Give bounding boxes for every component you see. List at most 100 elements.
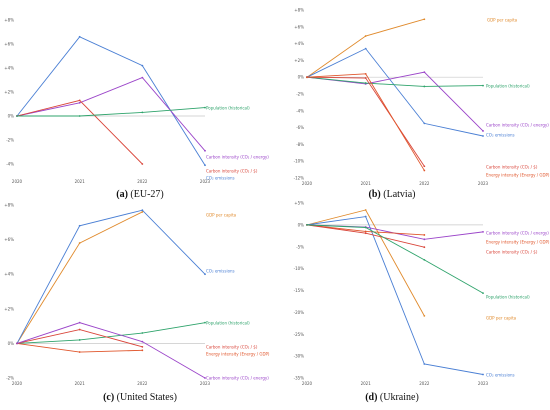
data-point-co2 — [204, 164, 206, 167]
series-label-ci_gdp: Carbon intensity (CO₂ / $) — [486, 164, 538, 169]
data-point-gdp — [78, 242, 81, 244]
y-tick-label: -35% — [294, 376, 305, 381]
data-point-ci_gdp — [423, 165, 426, 168]
series-label-ci_gdp: Carbon intensity (CO₂ / $) — [206, 168, 258, 173]
series-label-ci_energy: Carbon intensity (CO₂ / energy) — [486, 122, 549, 127]
y-tick-label: -10% — [294, 159, 305, 164]
x-tick-label: 2022 — [137, 381, 148, 386]
series-line-pop — [306, 76, 484, 87]
data-point-ci_energy — [423, 238, 426, 241]
x-tick-label: 2023 — [200, 179, 211, 184]
x-tick-label: 2020 — [12, 381, 23, 386]
y-tick-label: 0% — [8, 114, 15, 119]
series-line-ei_gdp — [306, 73, 425, 171]
series-label-pop: Population (historical) — [486, 294, 530, 299]
caption-letter: (c) — [103, 392, 114, 403]
x-tick-label: 2021 — [75, 381, 86, 386]
data-point-ci_gdp — [141, 345, 144, 348]
data-point-co2 — [482, 135, 484, 137]
data-point-co2 — [423, 363, 426, 365]
y-tick-label: +4% — [4, 272, 14, 277]
series-line-gdp — [16, 211, 143, 344]
series-line-pop — [17, 107, 206, 117]
data-point-ei_gdp — [306, 76, 308, 79]
data-point-ci_gdp — [141, 163, 144, 165]
x-tick-label: 2020 — [302, 381, 313, 386]
y-tick-label: -30% — [294, 354, 305, 359]
y-tick-label: -8% — [296, 142, 304, 147]
x-tick-label: 2020 — [302, 181, 313, 186]
data-point-co2 — [78, 224, 81, 227]
y-tick-label: +5% — [294, 201, 304, 206]
series-line-co2 — [16, 209, 206, 344]
series-line-co2 — [306, 48, 484, 137]
data-point-ci_energy — [204, 149, 206, 152]
panel-caption: (d) (Ukraine) — [365, 392, 419, 403]
y-tick-label: -2% — [6, 376, 14, 381]
data-point-ci_energy — [16, 342, 18, 345]
x-tick-label: 2021 — [75, 179, 86, 184]
data-point-pop — [204, 321, 206, 324]
y-tick-label: +8% — [4, 18, 14, 23]
y-tick-label: +2% — [294, 58, 304, 63]
x-tick-label: 2022 — [137, 179, 148, 184]
data-point-pop — [482, 84, 484, 87]
series-label-pop: Population (historical) — [486, 83, 530, 88]
y-tick-label: 0% — [8, 341, 15, 346]
y-tick-label: +2% — [4, 306, 14, 311]
series-label-gdp: GDP per capita — [486, 315, 517, 320]
x-tick-label: 2021 — [361, 381, 372, 386]
y-tick-label: -2% — [6, 138, 14, 143]
panel-caption: (c) (United States) — [103, 392, 177, 403]
caption-region: (Latvia) — [381, 189, 416, 200]
data-point-pop — [423, 85, 426, 88]
data-point-ci_energy — [141, 76, 144, 79]
series-label-co2: CO₂ emissions — [206, 175, 235, 180]
data-point-ci_energy — [204, 377, 206, 379]
series-label-ei_gdp: Energy intensity (Energy / GDP) — [486, 172, 550, 177]
series-label-ei_gdp: Energy intensity (Energy / GDP) — [486, 239, 550, 244]
data-point-pop — [364, 82, 367, 84]
data-point-pop — [482, 292, 484, 295]
data-point-ci_energy — [423, 71, 426, 74]
series-line-ci_energy — [16, 77, 206, 152]
y-tick-label: +4% — [4, 66, 14, 71]
data-point-ci_gdp — [78, 99, 81, 102]
series-label-ci_energy: Carbon intensity (CO₂ / energy) — [206, 375, 269, 380]
series-label-gdp: GDP per capita — [487, 17, 518, 22]
data-point-ci_gdp — [364, 77, 367, 79]
data-point-co2 — [78, 35, 81, 38]
data-point-gdp — [423, 314, 426, 317]
series-line-ci_energy — [16, 322, 206, 379]
panel-caption: (b) (Latvia) — [369, 189, 416, 200]
x-tick-label: 2021 — [361, 181, 372, 186]
series-line-ci_gdp — [16, 329, 143, 348]
data-point-co2 — [204, 273, 206, 276]
data-point-ei_gdp — [423, 169, 426, 172]
y-tick-label: 0% — [298, 222, 305, 227]
data-point-pop — [141, 332, 144, 334]
series-label-ci_energy: Carbon intensity (CO₂ / energy) — [486, 230, 549, 235]
series-line-pop — [16, 322, 206, 344]
caption-letter: (a) — [116, 189, 128, 200]
x-tick-label: 2022 — [419, 181, 430, 186]
data-point-ei_gdp — [364, 230, 367, 233]
series-label-ci_energy: Carbon intensity (CO₂ / energy) — [206, 154, 269, 159]
chart-panel-us: -2% 0% +2% +4% +6% +8% 2020 2021 2022 2023 GDP per… — [4, 203, 270, 404]
y-tick-label: -25% — [294, 332, 305, 337]
caption-letter: (b) — [369, 189, 381, 200]
data-point-ei_gdp — [423, 234, 426, 236]
y-tick-label: +8% — [294, 8, 304, 13]
data-point-pop — [16, 115, 18, 117]
series-line-ci_gdp — [306, 76, 425, 167]
y-tick-label: 0% — [298, 75, 305, 80]
y-tick-label: -10% — [294, 266, 305, 271]
chart-panel-ukraine: -35% -30% -25% -20% -15% -10% -5% 0% +5% 2020 2021… — [294, 201, 550, 404]
data-point-co2 — [141, 209, 144, 212]
data-point-pop — [78, 339, 81, 341]
caption-region: (United States) — [114, 392, 177, 403]
data-point-ci_energy — [141, 340, 144, 343]
series-label-co2: CO₂ emissions — [486, 132, 515, 137]
data-point-ei_gdp — [364, 72, 367, 75]
